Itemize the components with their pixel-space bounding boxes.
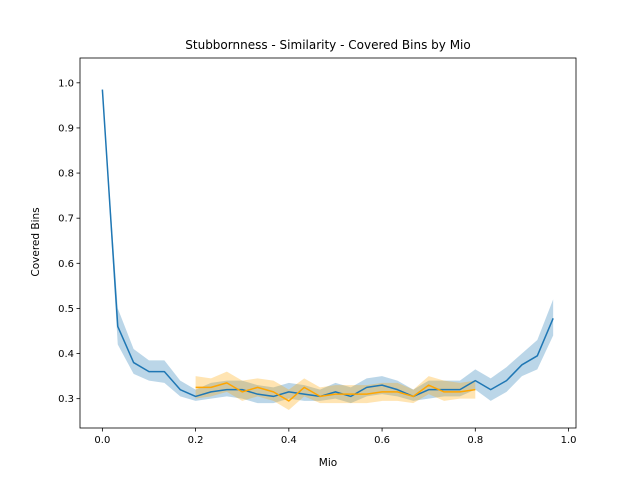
series-lines [101, 89, 554, 402]
chart-title: Stubbornness - Similarity - Covered Bins… [185, 38, 470, 52]
confidence-band-2 [195, 371, 476, 410]
x-tick-label: 1.0 [561, 435, 577, 446]
x-axis-label: Mio [319, 457, 337, 469]
x-tick-label: 0.0 [94, 435, 110, 446]
y-tick-label: 0.3 [58, 394, 74, 405]
x-tick-label: 0.6 [374, 435, 390, 446]
y-tick-label: 0.6 [58, 259, 74, 270]
confidence-bands [102, 89, 554, 410]
series-line-1 [101, 89, 554, 398]
y-tick-label: 0.8 [58, 169, 74, 180]
series-line-2 [195, 382, 476, 402]
y-tick-label: 0.9 [58, 123, 74, 134]
x-tick-label: 0.8 [467, 435, 483, 446]
x-tick-label: 0.4 [281, 435, 297, 446]
y-tick-label: 0.7 [58, 214, 74, 225]
x-axis: 0.0 0.2 0.4 0.6 0.8 1.0 [94, 428, 576, 446]
y-axis: 0.3 0.4 0.5 0.6 0.7 0.8 0.9 1.0 [58, 78, 80, 405]
y-tick-label: 0.5 [58, 304, 74, 315]
confidence-band-1 [102, 89, 554, 404]
x-tick-label: 0.2 [188, 435, 204, 446]
y-tick-label: 1.0 [58, 78, 74, 89]
y-tick-label: 0.4 [58, 349, 74, 360]
y-axis-label: Covered Bins [30, 207, 42, 276]
plot-frame [79, 57, 577, 429]
